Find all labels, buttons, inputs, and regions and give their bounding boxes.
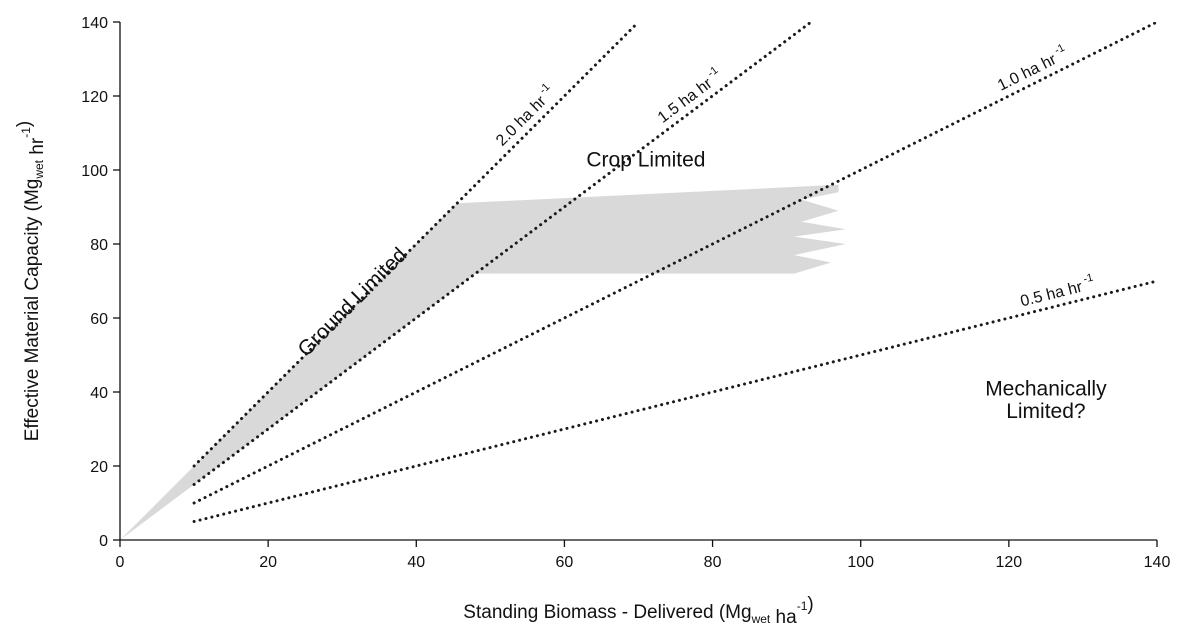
y-tick-label: 140 (81, 15, 108, 32)
axis-titles: Standing Biomass - Delivered (Mgwet ha-1… (14, 121, 814, 628)
y-tick-label: 40 (90, 385, 108, 402)
y-tick-label: 0 (99, 533, 108, 550)
y-tick-label: 100 (81, 163, 108, 180)
region-annotation: Crop Limited (586, 148, 705, 171)
y-tick-label: 80 (90, 237, 108, 254)
y-axis-title: Effective Material Capacity (Mgwet hr-1) (14, 121, 48, 441)
x-tick-label: 100 (847, 554, 874, 571)
x-axis-title: Standing Biomass - Delivered (Mgwet ha-1… (463, 594, 813, 628)
x-tick-label: 140 (1144, 554, 1171, 571)
rate-lines (192, 22, 1157, 523)
x-tick-label: 60 (556, 554, 574, 571)
region-annotation: Mechanically (985, 378, 1107, 401)
rate-line-2 (192, 22, 640, 468)
x-tick-label: 20 (259, 554, 277, 571)
region-annotation: Limited? (1006, 400, 1085, 423)
rate-line-label-1: 1.0 ha hr -1 (993, 42, 1070, 95)
shaded-operating-region (120, 184, 846, 541)
tick-labels: 0 20 40 60 80 100 120 140 0 20 40 60 80 100 120 140 (81, 15, 1170, 571)
rate-line-1 (192, 22, 1157, 505)
x-tick-label: 120 (996, 554, 1023, 571)
rate-line-0-5 (192, 279, 1157, 523)
plot-area (120, 22, 1157, 541)
x-tick-label: 0 (116, 554, 125, 571)
y-tick-label: 120 (81, 89, 108, 106)
y-tick-label: 20 (90, 459, 108, 476)
axes (113, 21, 1158, 547)
rate-line-1-5 (192, 22, 813, 486)
y-tick-label: 60 (90, 311, 108, 328)
rate-line-label-1-5: 1.5 ha hr -1 (652, 64, 725, 126)
x-tick-label: 80 (704, 554, 722, 571)
rate-line-label-2: 2.0 ha hr -1 (490, 81, 559, 150)
x-tick-label: 40 (407, 554, 425, 571)
